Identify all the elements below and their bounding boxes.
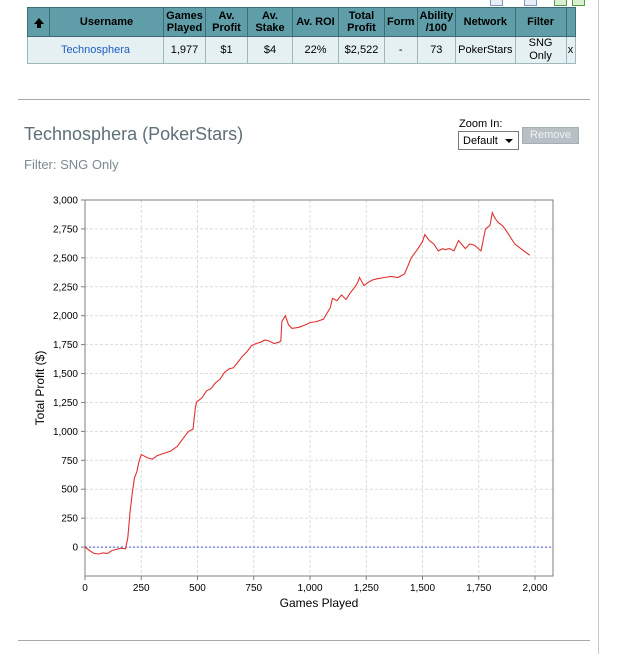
close-row-button[interactable]: x (565, 36, 576, 64)
cell-total-profit: $2,522 (338, 36, 385, 64)
header-games-played[interactable]: Games Played (163, 7, 206, 37)
refresh-icon[interactable] (554, 0, 567, 6)
y-tick-label: 2,500 (53, 253, 78, 264)
y-tick-label: 2,750 (53, 224, 78, 235)
header-network[interactable]: Network (455, 7, 516, 37)
chart-grid (84, 199, 553, 576)
player-stats-table: Username Games Played Av. Profit Av. Sta… (27, 7, 576, 64)
section-divider-top (18, 99, 590, 100)
y-axis-label: Total Profit ($) (33, 351, 47, 426)
y-tick-label: 2,250 (53, 282, 78, 293)
section-divider-bottom (18, 640, 590, 641)
print-icon[interactable] (524, 0, 537, 6)
cell-form: - (384, 36, 418, 64)
cell-games-played: 1,977 (163, 36, 206, 64)
y-tick-label: 1,000 (53, 427, 78, 438)
filter-label: Filter: SNG Only (24, 157, 119, 172)
y-tick-label: 1,250 (53, 398, 78, 409)
header-total-profit[interactable]: Total Profit (338, 7, 385, 37)
zoom-select-value: Default (463, 135, 498, 147)
plot-area-frame (84, 199, 554, 577)
header-av-profit[interactable]: Av. Profit (205, 7, 248, 37)
cell-ability: 73 (416, 36, 457, 64)
x-tick-label: 500 (189, 583, 206, 594)
table-row: Technosphera 1,977 $1 $4 22% $2,522 - 73… (27, 36, 576, 64)
x-tick-label: 250 (133, 583, 150, 594)
y-tick-label: 750 (61, 456, 78, 467)
share-icon[interactable] (572, 0, 585, 6)
right-scroll-strip (598, 0, 618, 654)
zoom-label: Zoom In: (459, 118, 503, 130)
header-ability[interactable]: Ability /100 (416, 7, 457, 37)
header-av-roi[interactable]: Av. ROI (292, 7, 339, 37)
x-tick-label: 1,250 (354, 583, 379, 594)
y-tick-label: 0 (72, 543, 78, 554)
sort-up-icon[interactable] (33, 18, 44, 29)
x-axis-ticks: 0 250 500 750 1,000 1,250 1,500 1,750 2,000 (82, 576, 548, 594)
series-line-total-profit (84, 210, 531, 555)
remove-button[interactable]: Remove (522, 127, 579, 144)
table-header-row: Username Games Played Av. Profit Av. Sta… (27, 7, 576, 37)
cell-filter: SNG Only (514, 36, 567, 64)
y-tick-label: 1,500 (53, 369, 78, 380)
x-tick-label: 2,000 (522, 583, 547, 594)
y-axis-ticks: 0 250 500 750 1,000 1,250 1,500 1,750 2,000 2,250… (53, 196, 85, 554)
x-tick-label: 1,500 (410, 583, 435, 594)
y-tick-label: 250 (61, 514, 78, 525)
x-tick-label: 1,750 (466, 583, 491, 594)
y-tick-label: 3,000 (53, 196, 78, 207)
page-title: Technosphera (PokerStars) (24, 124, 244, 144)
x-tick-label: 750 (245, 583, 262, 594)
x-tick-label: 1,000 (297, 583, 322, 594)
sort-arrow-header[interactable] (27, 7, 50, 37)
toolbar-icons (490, 0, 590, 8)
y-tick-label: 2,000 (53, 311, 78, 322)
chevron-down-icon (505, 139, 513, 143)
zoom-select[interactable]: Default (458, 131, 519, 150)
username-link[interactable]: Technosphera (27, 36, 164, 64)
export-icon[interactable] (490, 0, 503, 6)
cell-av-profit: $1 (205, 36, 248, 64)
cell-network: PokerStars (455, 36, 516, 64)
x-axis-label: Games Played (280, 596, 359, 610)
x-tick-label: 0 (82, 583, 88, 594)
y-tick-label: 500 (61, 485, 78, 496)
y-tick-label: 1,750 (53, 340, 78, 351)
header-filter[interactable]: Filter (514, 7, 567, 37)
